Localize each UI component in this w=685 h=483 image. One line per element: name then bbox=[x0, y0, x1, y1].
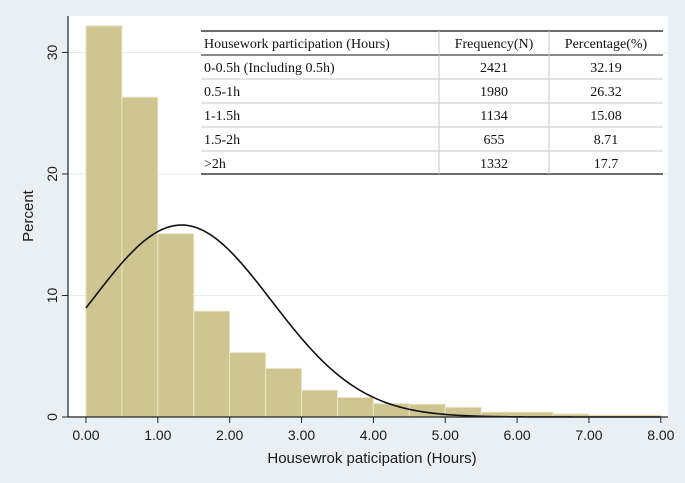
table-cell: 32.19 bbox=[590, 61, 622, 76]
table-cell: 0.5-1h bbox=[204, 85, 240, 100]
table-cell: 1.5-2h bbox=[204, 133, 240, 148]
y-ticks: 0 10 20 30 bbox=[44, 44, 68, 421]
x-axis-title: Housewrok paticipation (Hours) bbox=[267, 450, 476, 467]
histogram-bar bbox=[229, 352, 267, 418]
histogram-bar bbox=[372, 403, 410, 418]
table-cell: 17.7 bbox=[594, 157, 619, 172]
histogram-bar bbox=[193, 310, 231, 418]
histogram-bar bbox=[336, 397, 374, 418]
table-header-cell: Frequency(N) bbox=[455, 37, 534, 52]
table-cell: 1980 bbox=[480, 85, 508, 100]
x-tick-label: 3.00 bbox=[288, 427, 315, 443]
x-tick-label: 6.00 bbox=[503, 427, 530, 443]
y-tick-label: 20 bbox=[44, 166, 60, 182]
table-header-cell: Housework participation (Hours) bbox=[204, 37, 390, 52]
x-tick-label: 5.00 bbox=[432, 427, 459, 443]
table-cell: 655 bbox=[484, 133, 505, 148]
table-cell: >2h bbox=[204, 157, 226, 172]
histogram-bar bbox=[157, 233, 195, 418]
y-tick-label: 30 bbox=[44, 44, 60, 60]
x-tick-label: 7.00 bbox=[575, 427, 602, 443]
x-tick-label: 4.00 bbox=[360, 427, 387, 443]
table-cell: 1134 bbox=[480, 109, 507, 124]
inset-table: Housework participation (Hours) Frequenc… bbox=[201, 29, 664, 175]
x-tick-label: 8.00 bbox=[647, 427, 674, 443]
x-tick-label: 0.00 bbox=[72, 427, 99, 443]
histogram-bar bbox=[265, 367, 303, 418]
table-cell: 1332 bbox=[480, 157, 508, 172]
bars-layer bbox=[85, 25, 662, 418]
table-header-cell: Percentage(%) bbox=[565, 37, 648, 52]
table-cell: 26.32 bbox=[590, 85, 622, 100]
histogram-bar bbox=[85, 25, 123, 418]
x-tick-label: 2.00 bbox=[216, 427, 243, 443]
table-cell: 15.08 bbox=[590, 109, 622, 124]
table-cell: 8.71 bbox=[594, 133, 619, 148]
y-axis-title: Percent bbox=[20, 189, 37, 242]
table-cell: 1-1.5h bbox=[204, 109, 240, 124]
y-tick-label: 0 bbox=[44, 413, 60, 421]
x-ticks: 0.00 1.00 2.00 3.00 4.00 5.00 6.00 7.00 8.00 bbox=[72, 417, 675, 443]
table-cell: 0-0.5h (Including 0.5h) bbox=[204, 61, 335, 76]
x-tick-label: 1.00 bbox=[144, 427, 171, 443]
y-tick-label: 10 bbox=[44, 287, 60, 303]
table-cell: 2421 bbox=[480, 61, 508, 76]
histogram-bar bbox=[301, 389, 338, 418]
